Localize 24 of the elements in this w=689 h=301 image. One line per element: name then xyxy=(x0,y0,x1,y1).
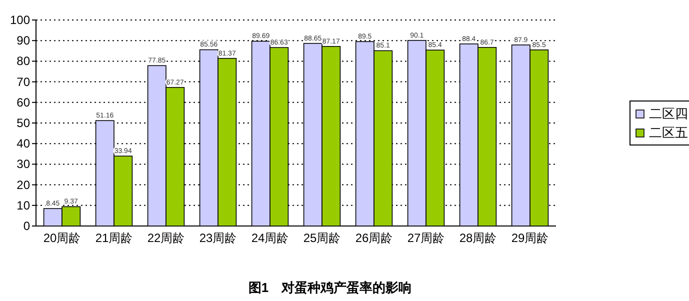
legend-label: 二区四 xyxy=(649,106,688,121)
y-tick-label: 0 xyxy=(23,219,30,233)
x-tick-label: 23周龄 xyxy=(199,231,237,245)
x-tick-label: 24周龄 xyxy=(251,231,289,245)
y-tick-label: 60 xyxy=(16,95,30,110)
x-tick-label: 27周龄 xyxy=(407,231,445,245)
text: 图1 对蛋种鸡产蛋率的影响 xyxy=(248,280,412,295)
x-tick-label: 21周龄 xyxy=(95,231,133,245)
y-tick-label: 40 xyxy=(16,136,30,151)
x-tick-label: 25周龄 xyxy=(303,231,341,245)
x-tick-label: 29周龄 xyxy=(511,231,549,245)
y-tick-label: 20 xyxy=(16,178,30,192)
y-tick-label: 70 xyxy=(16,74,30,89)
y-tick-label: 30 xyxy=(16,157,30,172)
x-tick-label: 28周龄 xyxy=(459,231,497,245)
x-tick-label: 22周龄 xyxy=(147,231,185,245)
legend-label: 二区五 xyxy=(649,125,688,140)
y-tick-label: 90 xyxy=(16,34,30,48)
y-tick-label: 50 xyxy=(16,116,30,130)
y-tick-label: 100 xyxy=(10,13,30,27)
x-tick-label: 26周龄 xyxy=(355,231,393,245)
x-tick-label: 20周龄 xyxy=(43,231,81,245)
y-tick-label: 80 xyxy=(16,54,30,68)
y-tick-label: 10 xyxy=(16,198,30,212)
